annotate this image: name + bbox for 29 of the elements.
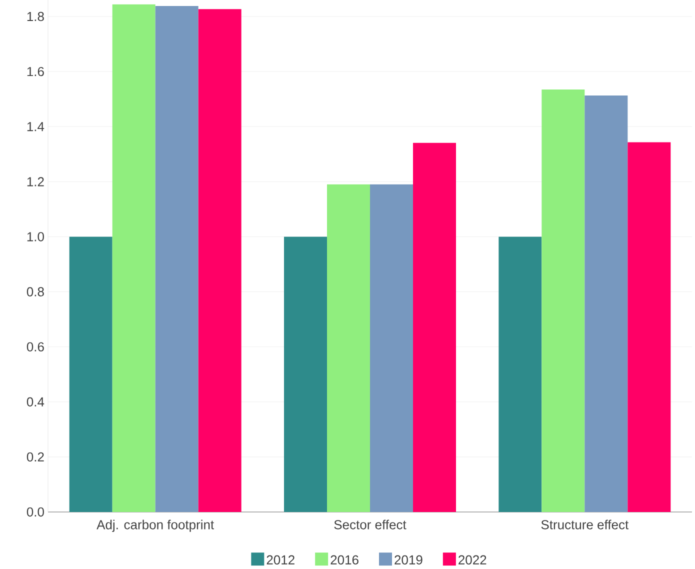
bar: [542, 89, 585, 512]
bar: [198, 9, 242, 512]
y-tick-label: 0.8: [26, 287, 44, 296]
y-tick-label: 1.8: [27, 12, 44, 22]
y-tick-label: 0.6: [26, 342, 44, 352]
legend-label: 2012: [266, 555, 294, 564]
bar: [584, 96, 628, 512]
bar: [498, 236, 542, 512]
y-tick-label: 1.2: [27, 177, 44, 186]
bar: [112, 4, 156, 512]
bar: [327, 184, 370, 512]
y-tick-label: 0.0: [26, 507, 44, 517]
y-tick-label: 1.4: [27, 122, 44, 132]
legend-label: 2022: [458, 555, 486, 564]
y-tick-label: 0.4: [26, 397, 44, 406]
y-tick-label: 0.2: [26, 452, 44, 462]
bar: [413, 142, 456, 512]
x-tick-label: Adj. carbon footprint: [96, 520, 214, 532]
bar: [628, 142, 671, 512]
bar: [284, 236, 328, 512]
y-tick-label: 1.0: [27, 232, 44, 242]
bar: [370, 184, 414, 512]
x-tick-label: Sector effect: [334, 520, 406, 530]
bar: [155, 6, 198, 512]
bar: [69, 236, 112, 512]
y-tick-label: 1.6: [27, 66, 44, 76]
legend-label: 2016: [330, 555, 358, 564]
legend-label: 2019: [394, 555, 422, 564]
x-tick-label: Structure effect: [541, 520, 629, 530]
